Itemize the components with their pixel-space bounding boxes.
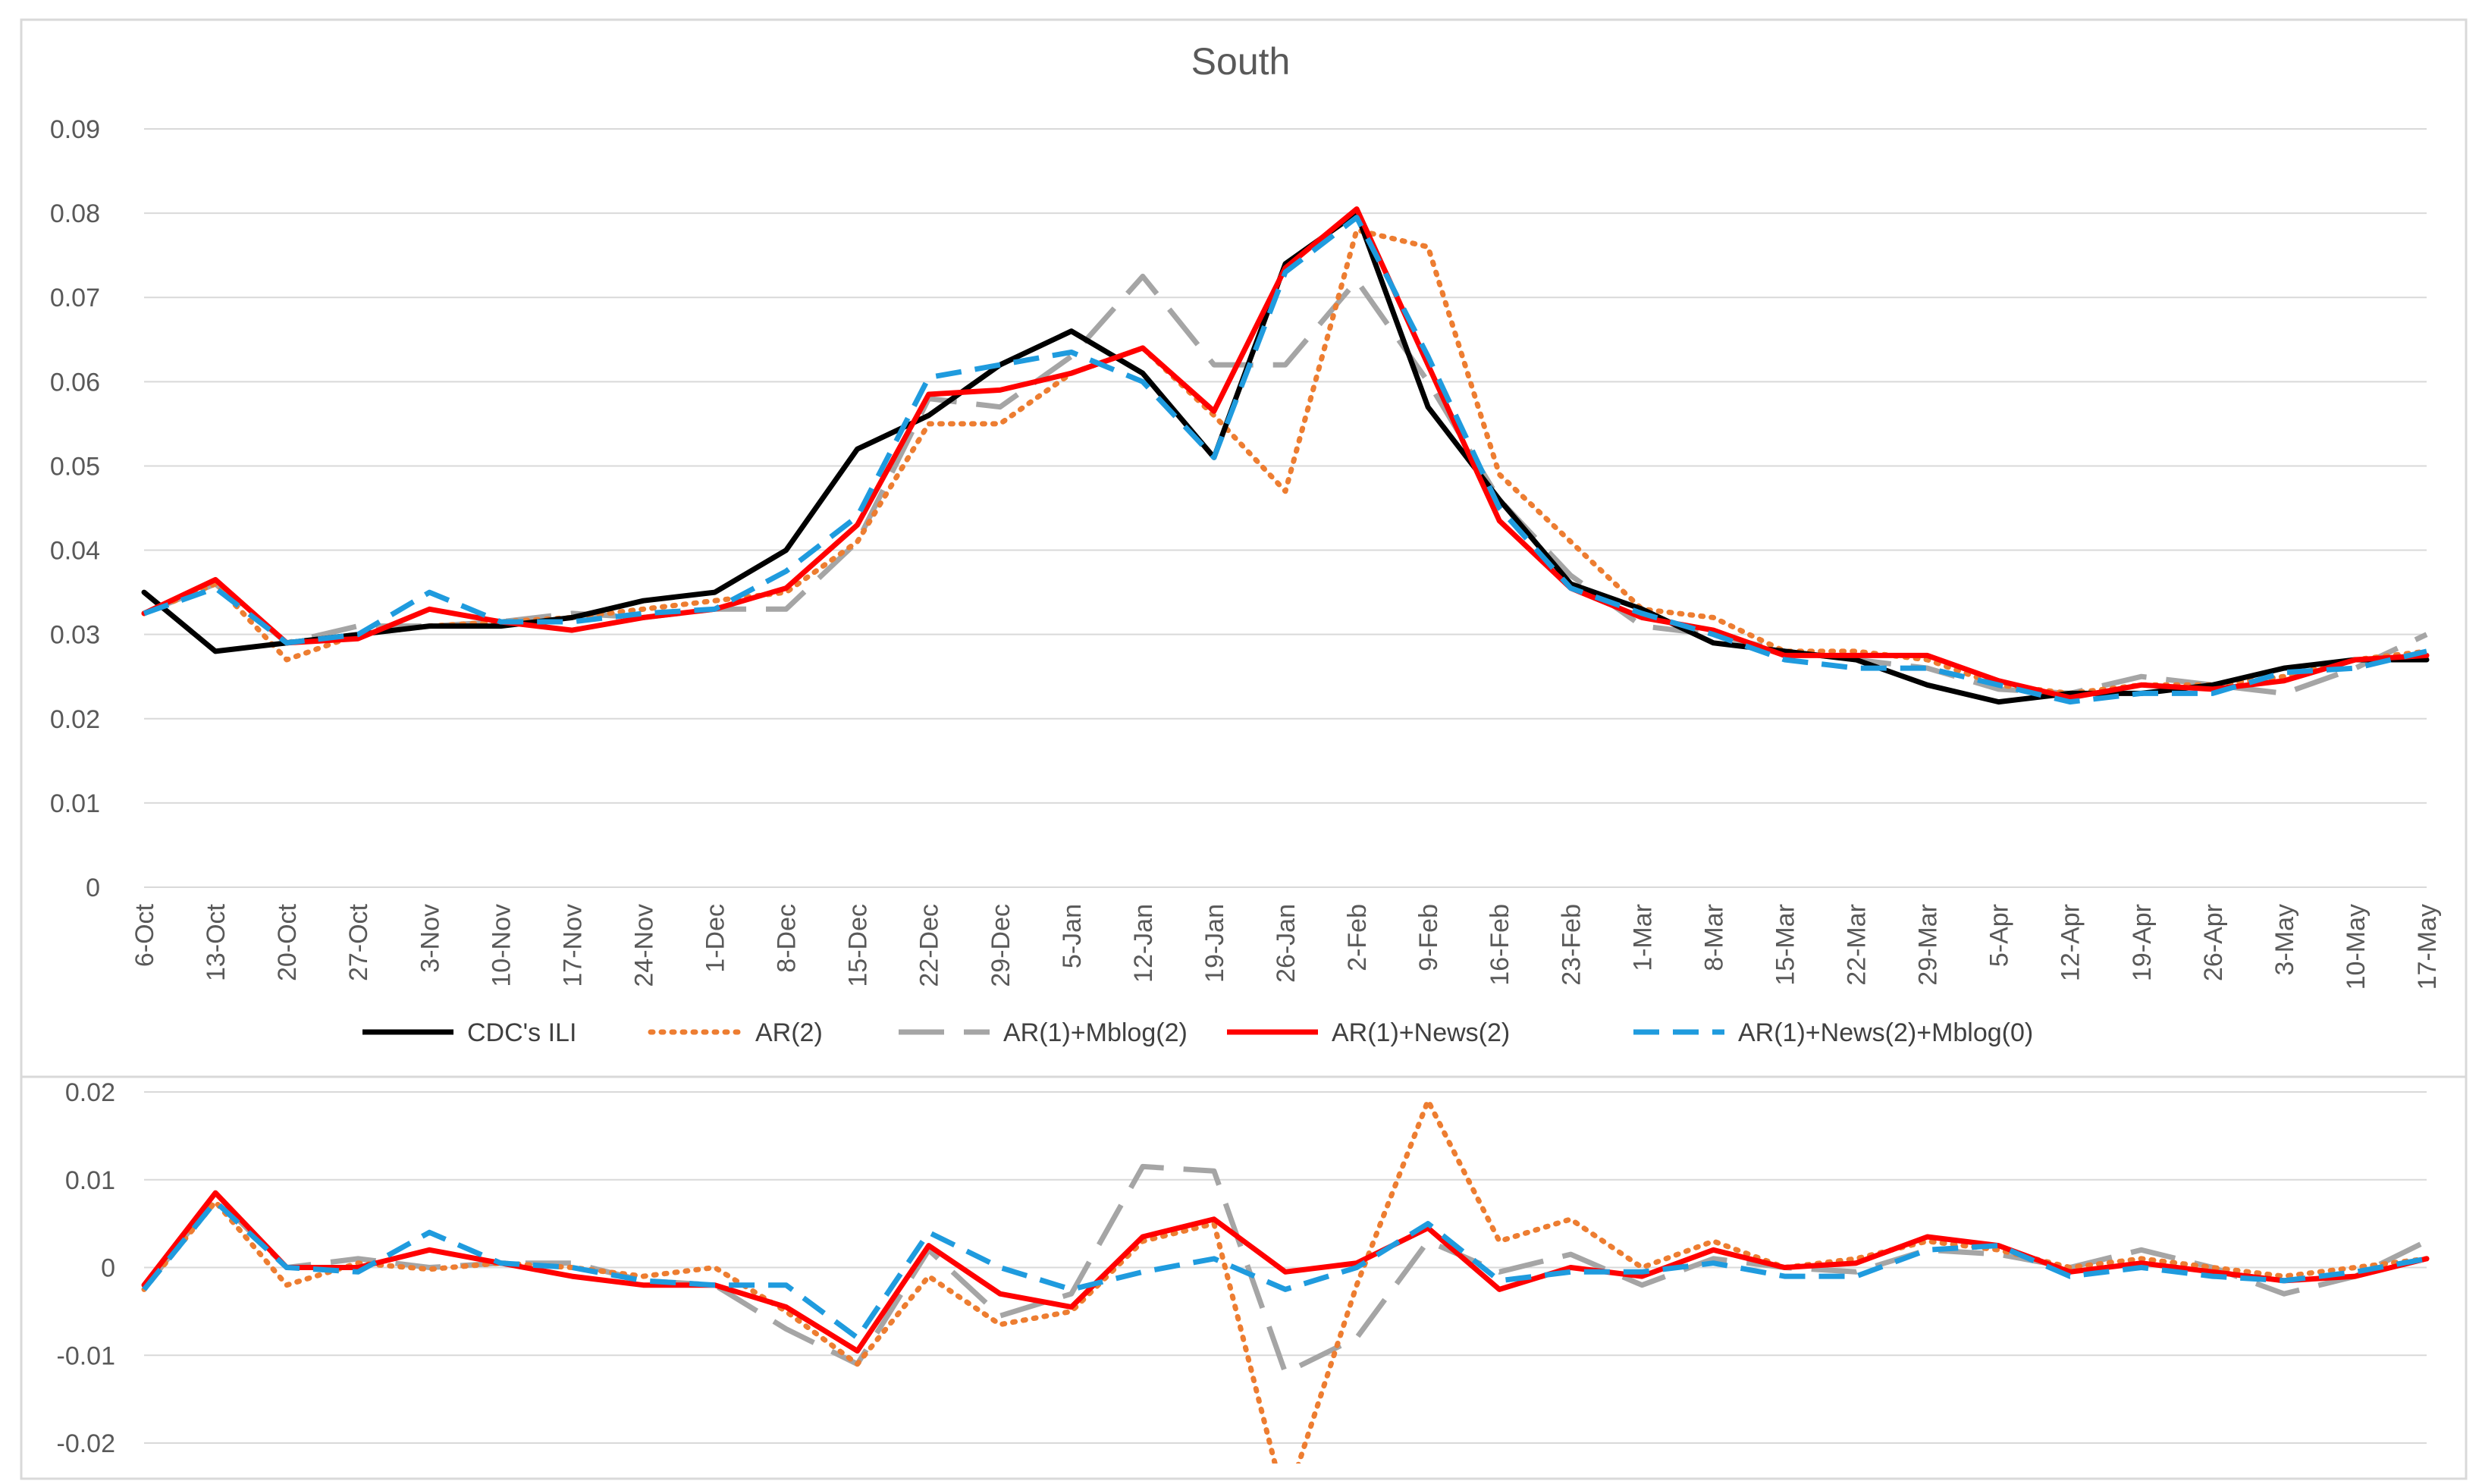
top-y-tick-label: 0.05 (50, 452, 100, 481)
top-y-tick-label: 0.06 (50, 368, 100, 397)
bottom-y-tick-label: 0 (101, 1254, 115, 1283)
x-tick-label: 26-Apr (2199, 904, 2228, 981)
bottom-y-tick-label: 0.02 (65, 1078, 115, 1107)
top-y-tick-label: 0 (86, 874, 100, 902)
x-tick-label: 16-Feb (1486, 904, 1514, 986)
x-tick-label: 26-Jan (1272, 904, 1301, 983)
x-tick-label: 19-Jan (1200, 904, 1229, 983)
x-tick-label: 22-Mar (1843, 904, 1872, 986)
top-y-tick-label: 0.07 (50, 284, 100, 312)
x-tick-label: 3-May (2270, 904, 2299, 975)
x-tick-label: 10-May (2342, 904, 2371, 990)
top-y-tick-label: 0.01 (50, 789, 100, 818)
legend-label: AR(1)+Mblog(2) (1003, 1018, 1188, 1047)
chart-title: South (1191, 40, 1291, 83)
x-tick-label: 12-Jan (1129, 904, 1158, 983)
x-tick-label: 10-Nov (487, 904, 516, 987)
top-chart-frame (20, 18, 2468, 1078)
x-tick-label: 2-Feb (1343, 904, 1372, 971)
legend-label: AR(2) (755, 1018, 823, 1047)
bottom-chart-frame (20, 1075, 2468, 1480)
x-tick-label: 19-Apr (2128, 904, 2157, 981)
bottom-y-tick-label: -0.02 (57, 1429, 116, 1458)
top-chart-x-tick-labels: 6-Oct 13-Oct 20-Oct 27-Oct 3-Nov 10-Nov 17-Nov… (130, 903, 2442, 990)
x-tick-label: 29-Dec (987, 904, 1015, 987)
x-tick-label: 23-Feb (1557, 904, 1586, 986)
legend-label: CDC's ILI (467, 1018, 576, 1047)
x-tick-label: 1-Mar (1628, 904, 1657, 971)
x-tick-label: 9-Feb (1414, 904, 1443, 971)
x-tick-label: 15-Mar (1771, 904, 1800, 986)
x-tick-label: 17-May (2413, 904, 2442, 990)
bottom-chart-series (141, 1098, 2430, 1464)
top-series-line (141, 206, 2430, 701)
x-tick-label: 8-Mar (1699, 904, 1728, 971)
x-tick-label: 3-Nov (416, 904, 444, 973)
legend-label: AR(1)+News(2) (1332, 1018, 1510, 1047)
x-tick-label: 24-Nov (629, 904, 658, 987)
top-y-tick-label: 0.02 (50, 705, 100, 734)
bottom-y-tick-label: 0.01 (65, 1166, 115, 1195)
top-series-line (143, 215, 2427, 705)
x-tick-label: 27-Oct (344, 903, 373, 981)
x-tick-label: 17-Nov (558, 904, 587, 987)
x-tick-label: 6-Oct (130, 903, 159, 967)
x-tick-label: 12-Apr (2057, 904, 2085, 981)
x-tick-label: 29-Mar (1914, 904, 1943, 986)
top-y-tick-label: 0.04 (50, 537, 100, 566)
top-chart-series (141, 206, 2430, 705)
x-tick-label: 15-Dec (844, 904, 873, 987)
legend: CDC's ILI AR(2) AR(1)+Mblog(2) AR(1)+News(2… (362, 1018, 2033, 1047)
x-tick-label: 22-Dec (915, 904, 944, 987)
x-tick-label: 20-Oct (273, 903, 302, 981)
bottom-series-line (141, 1190, 2430, 1354)
x-tick-label: 13-Oct (202, 903, 231, 981)
bottom-y-tick-label: -0.01 (57, 1341, 116, 1370)
x-tick-label: 5-Apr (1985, 904, 2014, 967)
bottom-series-line (142, 1199, 2427, 1341)
top-y-tick-label: 0.03 (50, 621, 100, 650)
top-chart-gridlines (144, 128, 2427, 888)
bottom-chart-y-tick-labels: -0.02 -0.01 0 0.01 0.02 (57, 1078, 116, 1458)
x-tick-label: 1-Dec (701, 904, 730, 973)
top-y-tick-label: 0.08 (50, 199, 100, 228)
top-chart-y-tick-labels: 0 0.01 0.02 0.03 0.04 0.05 0.06 0.07 0.08 0.09 (50, 115, 100, 902)
x-tick-label: 8-Dec (773, 904, 802, 973)
top-y-tick-label: 0.09 (50, 115, 100, 144)
x-tick-label: 5-Jan (1058, 904, 1087, 968)
legend-label: AR(1)+News(2)+Mblog(0) (1738, 1018, 2033, 1047)
